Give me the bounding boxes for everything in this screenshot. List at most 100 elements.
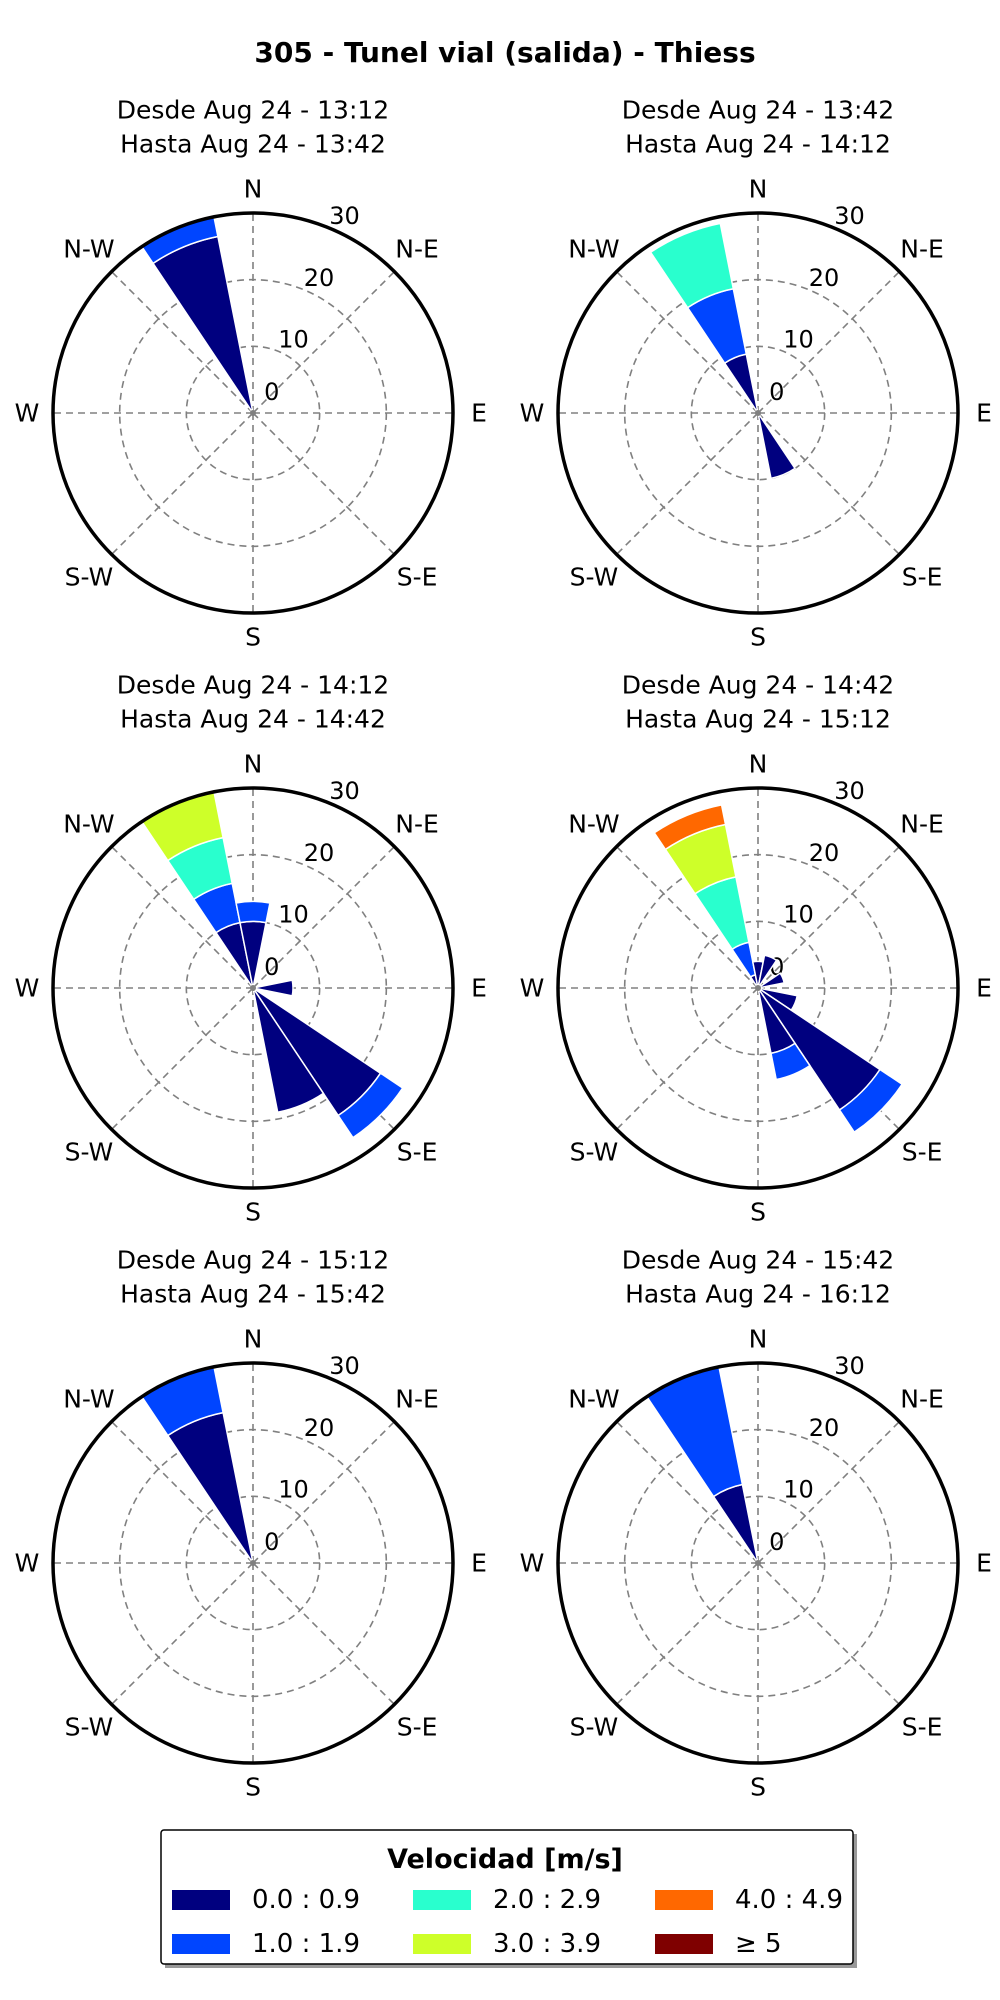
compass-label-e: E <box>976 974 992 1003</box>
compass-label-s-e: S-E <box>397 1713 438 1742</box>
center-point <box>755 1560 761 1566</box>
compass-label-n-w: N-W <box>568 809 619 838</box>
windrose-panels: Desde Aug 24 - 13:12 Hasta Aug 24 - 13:42… <box>15 96 992 1802</box>
compass-label-s-e: S-E <box>902 1713 943 1742</box>
radial-tick-label: 0 <box>769 378 784 406</box>
direction-spoke <box>616 987 759 1130</box>
compass-label-e: E <box>471 974 487 1003</box>
windrose-sector-bar <box>166 1411 254 1564</box>
compass-label-s-w: S-W <box>65 1713 114 1742</box>
compass-label-w: W <box>520 974 545 1003</box>
compass-label-s: S <box>750 623 766 652</box>
compass-label-w: W <box>15 974 40 1003</box>
radial-tick-label: 0 <box>264 1528 279 1556</box>
direction-spoke <box>616 412 759 555</box>
compass-label-n: N <box>749 175 768 204</box>
windrose-sector-bar <box>653 804 727 851</box>
compass-label-s-w: S-W <box>65 563 114 592</box>
windrose-panel: Desde Aug 24 - 13:42 Hasta Aug 24 - 14:12… <box>520 96 992 652</box>
radial-tick-label: 30 <box>329 777 360 805</box>
compass-label-s: S <box>245 1198 261 1227</box>
windrose-sector-bar <box>252 979 294 997</box>
center-point <box>250 985 256 991</box>
windrose-sector-bar <box>757 412 797 480</box>
center-point <box>250 410 256 416</box>
compass-label-s-e: S-E <box>902 563 943 592</box>
compass-label-n-w: N-W <box>568 1384 619 1413</box>
compass-label-s: S <box>245 1773 261 1802</box>
direction-spoke <box>616 846 759 989</box>
windrose-sector-bar <box>151 235 254 414</box>
polar-frame <box>51 786 455 1190</box>
radial-tick-label: 20 <box>304 264 335 292</box>
compass-label-n-w: N-W <box>568 234 619 263</box>
radial-tick-label: 0 <box>264 953 279 981</box>
legend-label: 2.0 : 2.9 <box>493 1885 601 1915</box>
compass-label-n-e: N-E <box>900 234 944 263</box>
compass-label-n: N <box>749 750 768 779</box>
radial-tick-label: 10 <box>278 1475 309 1503</box>
legend-swatch <box>655 1934 713 1954</box>
direction-spoke <box>111 987 254 1130</box>
direction-spoke <box>252 1562 395 1705</box>
compass-label-e: E <box>976 1549 992 1578</box>
windrose-sector-bar <box>770 1042 811 1081</box>
compass-label-n-w: N-W <box>63 809 114 838</box>
compass-label-s: S <box>750 1773 766 1802</box>
direction-spoke <box>111 412 254 555</box>
compass-label-n-e: N-E <box>395 1384 439 1413</box>
compass-label-s-w: S-W <box>570 563 619 592</box>
radial-tick-label: 20 <box>304 839 335 867</box>
legend-label: 0.0 : 0.9 <box>252 1885 360 1915</box>
panel-title-from: Desde Aug 24 - 15:12 <box>117 1246 389 1275</box>
panel-title-to: Hasta Aug 24 - 14:42 <box>120 705 386 734</box>
radial-tick-label: 20 <box>809 264 840 292</box>
center-point <box>250 1560 256 1566</box>
compass-label-n-w: N-W <box>63 1384 114 1413</box>
radial-tick-label: 30 <box>329 202 360 230</box>
direction-spoke <box>616 1421 759 1564</box>
compass-label-n: N <box>244 175 263 204</box>
legend-label: ≥ 5 <box>735 1929 782 1959</box>
radial-tick-label: 10 <box>278 325 309 353</box>
radial-tick-label: 30 <box>834 1352 865 1380</box>
compass-label-w: W <box>15 1549 40 1578</box>
radial-tick-label: 10 <box>278 900 309 928</box>
radial-tick-label: 10 <box>783 1475 814 1503</box>
compass-label-n: N <box>244 1325 263 1354</box>
legend-title: Velocidad [m/s] <box>387 1844 623 1875</box>
polar-frame <box>51 1361 455 1765</box>
radial-tick-label: 30 <box>834 777 865 805</box>
compass-label-s: S <box>750 1198 766 1227</box>
polar-frame <box>51 211 455 615</box>
radial-tick-label: 20 <box>809 1414 840 1442</box>
direction-spoke <box>111 1421 254 1564</box>
panel-title-to: Hasta Aug 24 - 14:12 <box>625 130 891 159</box>
polar-frame <box>556 1361 960 1765</box>
legend: Velocidad [m/s] 0.0 : 0.9 1.0 : 1.9 2.0 : … <box>160 1829 857 1968</box>
windrose-sector-bar <box>757 972 786 989</box>
panel-title-from: Desde Aug 24 - 13:42 <box>622 96 894 125</box>
center-point <box>755 985 761 991</box>
direction-spoke <box>252 412 395 555</box>
radial-tick-label: 30 <box>834 202 865 230</box>
direction-spoke <box>111 846 254 989</box>
direction-spoke <box>757 846 900 989</box>
legend-label: 1.0 : 1.9 <box>252 1929 360 1959</box>
compass-label-e: E <box>976 399 992 428</box>
radial-tick-label: 0 <box>264 378 279 406</box>
direction-spoke <box>616 271 759 414</box>
compass-label-n-e: N-E <box>900 1384 944 1413</box>
direction-spoke <box>252 271 395 414</box>
windrose-panel: Desde Aug 24 - 15:42 Hasta Aug 24 - 16:12… <box>520 1246 992 1802</box>
compass-label-n: N <box>749 1325 768 1354</box>
direction-spoke <box>757 412 900 555</box>
radial-tick-label: 10 <box>783 325 814 353</box>
compass-label-n-w: N-W <box>63 234 114 263</box>
panel-title-to: Hasta Aug 24 - 16:12 <box>625 1280 891 1309</box>
radial-tick-label: 10 <box>783 900 814 928</box>
compass-label-w: W <box>520 1549 545 1578</box>
legend-swatch <box>413 1934 471 1954</box>
compass-label-w: W <box>520 399 545 428</box>
